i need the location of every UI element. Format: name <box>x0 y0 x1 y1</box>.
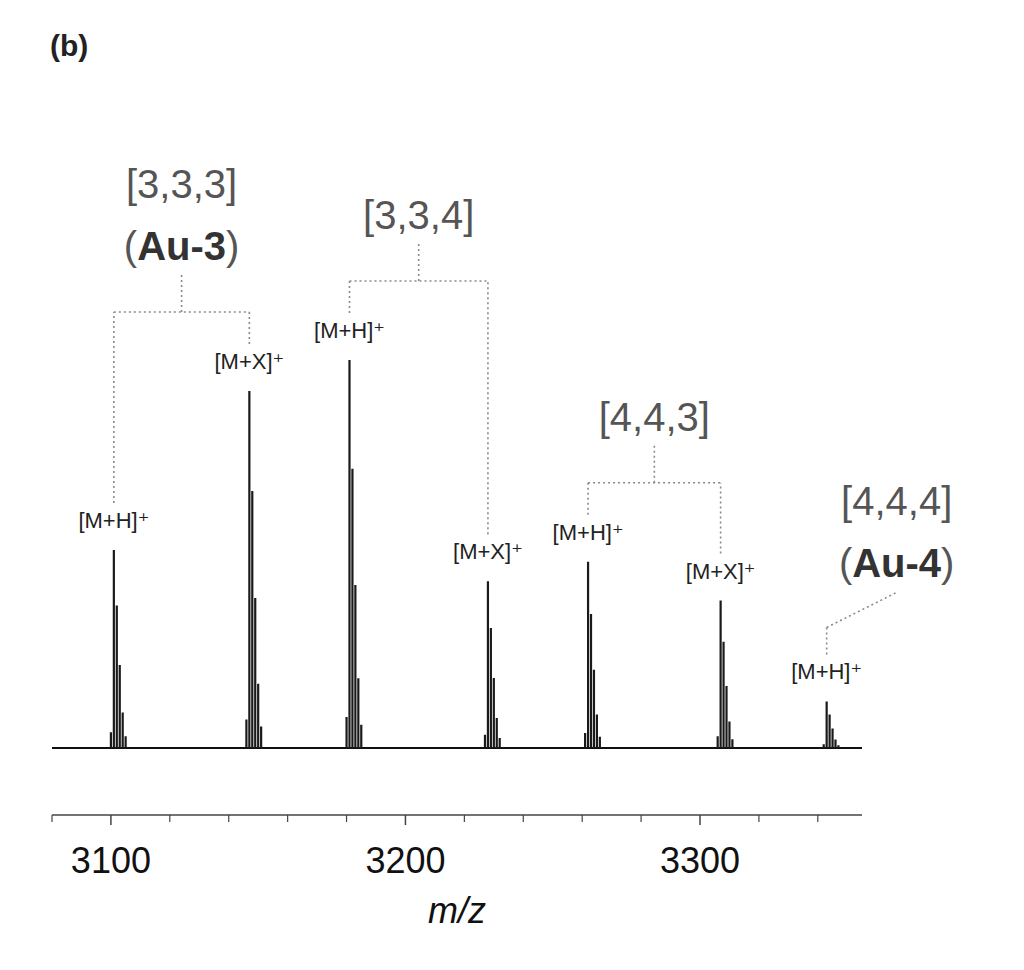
compound-label: (Au-4) <box>839 541 955 585</box>
tick <box>699 815 701 825</box>
guide-line <box>349 281 351 313</box>
guide-line <box>827 592 897 627</box>
peaks <box>111 360 839 748</box>
peak <box>585 562 600 748</box>
compound-part: Au-4 <box>852 541 942 585</box>
group-label: [4,4,4] <box>841 479 952 523</box>
compound-label: (Au-3) <box>124 224 240 268</box>
peak <box>485 581 500 748</box>
guide-line <box>418 241 420 281</box>
tick-label: 3200 <box>365 840 445 881</box>
guide-line <box>654 443 656 483</box>
minor-tick <box>287 815 288 822</box>
compound-part: ) <box>226 224 239 268</box>
peak <box>718 601 733 748</box>
guide-line <box>181 272 183 312</box>
tick-label: 3300 <box>660 840 740 881</box>
ion-label: [M+H]⁺ <box>791 659 862 684</box>
guide-line <box>587 483 589 515</box>
compound-part: ) <box>941 541 954 585</box>
chart: (b)[M+H]⁺[M+X]⁺[M+H]⁺[M+X]⁺[M+H]⁺[M+X]⁺[… <box>0 0 1024 970</box>
labels: [M+H]⁺ [M+X]⁺ [M+H]⁺ [M+X]⁺ [M+H]⁺ [M+X]⁺ [M+H… <box>78 318 862 684</box>
peak <box>347 360 362 748</box>
minor-tick <box>51 815 52 822</box>
ion-label: [M+H]⁺ <box>78 508 149 533</box>
group-label: [3,3,4] <box>363 193 474 237</box>
group-label: [4,4,3] <box>599 395 710 439</box>
guide-line <box>113 312 115 503</box>
peak <box>111 550 126 748</box>
baseline <box>52 747 862 749</box>
ion-label: [M+X]⁺ <box>686 559 756 584</box>
axis-line <box>52 814 862 816</box>
ion-label: [M+X]⁺ <box>453 539 523 564</box>
tick-label: 3100 <box>71 840 151 881</box>
panel-label: (b) <box>50 29 88 62</box>
compound-part: Au-3 <box>137 224 226 268</box>
ion-label: [M+X]⁺ <box>215 349 285 374</box>
minor-tick <box>817 815 818 822</box>
compound-part: ( <box>124 224 138 268</box>
minor-tick <box>523 815 524 822</box>
guide-line <box>487 281 489 534</box>
guide-line <box>249 312 251 344</box>
compound-part: ( <box>839 541 853 585</box>
ion-label: [M+H]⁺ <box>314 318 385 343</box>
guide-line <box>826 627 828 654</box>
minor-tick <box>169 815 170 822</box>
tick <box>405 815 407 825</box>
group-label: [3,3,3] <box>126 162 237 206</box>
minor-tick <box>346 815 347 822</box>
minor-tick <box>582 815 583 822</box>
minor-tick <box>228 815 229 822</box>
peak <box>824 701 839 748</box>
minor-tick <box>464 815 465 822</box>
tick <box>110 815 112 825</box>
peak <box>246 391 261 748</box>
x-axis: 3100 3200 3300 m/z <box>52 815 862 931</box>
x-axis-label: m/z <box>428 890 486 931</box>
minor-tick <box>640 815 641 822</box>
ion-label: [M+H]⁺ <box>553 520 624 545</box>
minor-tick <box>758 815 759 822</box>
guide-line <box>720 483 722 554</box>
